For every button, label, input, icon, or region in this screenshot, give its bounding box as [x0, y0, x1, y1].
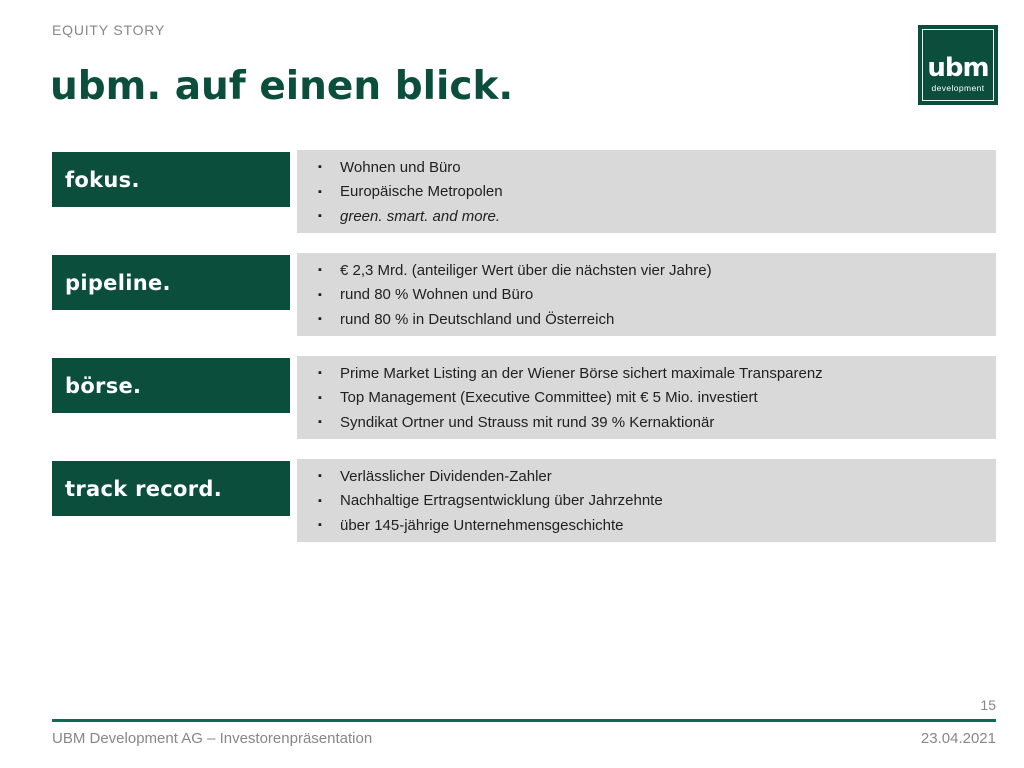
bullet-square-icon: ▪	[318, 210, 322, 223]
bullet-list: ▪ Verlässlicher Dividenden-Zahler ▪ Nach…	[297, 459, 996, 542]
bullet-text: green. smart. and more.	[340, 207, 501, 225]
bullet-text: über 145-jährige Unternehmensgeschichte	[340, 516, 624, 534]
bullet-item: ▪ Europäische Metropolen	[297, 180, 986, 205]
bullet-item: ▪ Wohnen und Büro	[297, 155, 986, 180]
bullet-square-icon: ▪	[318, 288, 322, 301]
bullet-text: € 2,3 Mrd. (anteiliger Wert über die näc…	[340, 261, 712, 279]
row-pipeline: pipeline. ▪ € 2,3 Mrd. (anteiliger Wert …	[52, 253, 996, 336]
bullet-text: rund 80 % in Deutschland und Österreich	[340, 310, 615, 328]
bullet-square-icon: ▪	[318, 391, 322, 404]
footer-divider	[52, 719, 996, 722]
bullet-text: Top Management (Executive Committee) mit…	[340, 389, 758, 407]
row-panel-fokus: ▪ Wohnen und Büro ▪ Europäische Metropol…	[297, 150, 996, 233]
bullet-square-icon: ▪	[318, 519, 322, 532]
bullet-text: Verlässlicher Dividenden-Zahler	[340, 467, 552, 485]
bullet-item: ▪ Prime Market Listing an der Wiener Bör…	[297, 361, 986, 386]
bullet-square-icon: ▪	[318, 313, 322, 326]
bullet-square-icon: ▪	[318, 367, 322, 380]
bullet-item: ▪ Syndikat Ortner und Strauss mit rund 3…	[297, 410, 986, 435]
logo-frame	[922, 29, 994, 101]
bullet-item: ▪ green. smart. and more.	[297, 204, 986, 229]
bullet-item: ▪ € 2,3 Mrd. (anteiliger Wert über die n…	[297, 258, 986, 283]
bullet-item: ▪ rund 80 % in Deutschland und Österreic…	[297, 307, 986, 332]
bullet-text: Nachhaltige Ertragsentwicklung über Jahr…	[340, 492, 663, 510]
row-boerse: börse. ▪ Prime Market Listing an der Wie…	[52, 356, 996, 439]
row-label-track-record: track record.	[52, 461, 290, 516]
row-label-pipeline: pipeline.	[52, 255, 290, 310]
bullet-item: ▪ rund 80 % Wohnen und Büro	[297, 283, 986, 308]
footer-date: 23.04.2021	[920, 730, 996, 747]
bullet-square-icon: ▪	[318, 416, 322, 429]
bullet-list: ▪ Prime Market Listing an der Wiener Bör…	[297, 356, 996, 439]
logo-content: ubm development	[918, 55, 998, 93]
bullet-text: Wohnen und Büro	[340, 158, 461, 176]
row-label-fokus: fokus.	[52, 152, 290, 207]
bullet-square-icon: ▪	[318, 264, 322, 277]
logo-subtitle: development	[931, 83, 985, 93]
bullet-list: ▪ € 2,3 Mrd. (anteiliger Wert über die n…	[297, 253, 996, 336]
section-eyebrow: EQUITY STORY	[52, 22, 166, 38]
page-title: ubm. auf einen blick.	[50, 64, 514, 109]
row-fokus: fokus. ▪ Wohnen und Büro ▪ Europäische M…	[52, 150, 996, 233]
content-rows: fokus. ▪ Wohnen und Büro ▪ Europäische M…	[52, 150, 996, 542]
page-number: 15	[980, 697, 996, 713]
bullet-text: Europäische Metropolen	[340, 183, 503, 201]
row-panel-boerse: ▪ Prime Market Listing an der Wiener Bör…	[297, 356, 996, 439]
bullet-item: ▪ Verlässlicher Dividenden-Zahler	[297, 464, 986, 489]
footer-company-text: UBM Development AG – Investorenpräsentat…	[52, 730, 373, 747]
bullet-square-icon: ▪	[318, 470, 322, 483]
row-panel-pipeline: ▪ € 2,3 Mrd. (anteiliger Wert über die n…	[297, 253, 996, 336]
logo-wordmark: ubm	[927, 53, 989, 83]
company-logo: ubm development	[918, 25, 998, 105]
bullet-text: rund 80 % Wohnen und Büro	[340, 286, 534, 304]
bullet-item: ▪ Nachhaltige Ertragsentwicklung über Ja…	[297, 489, 986, 514]
bullet-text: Prime Market Listing an der Wiener Börse…	[340, 364, 823, 382]
bullet-list: ▪ Wohnen und Büro ▪ Europäische Metropol…	[297, 150, 996, 233]
bullet-square-icon: ▪	[318, 494, 322, 507]
bullet-square-icon: ▪	[318, 161, 322, 174]
bullet-item: ▪ Top Management (Executive Committee) m…	[297, 386, 986, 411]
row-track-record: track record. ▪ Verlässlicher Dividenden…	[52, 459, 996, 542]
bullet-text: Syndikat Ortner und Strauss mit rund 39 …	[340, 413, 715, 431]
row-label-boerse: börse.	[52, 358, 290, 413]
row-panel-track-record: ▪ Verlässlicher Dividenden-Zahler ▪ Nach…	[297, 459, 996, 542]
bullet-item: ▪ über 145-jährige Unternehmensgeschicht…	[297, 513, 986, 538]
bullet-square-icon: ▪	[318, 185, 322, 198]
